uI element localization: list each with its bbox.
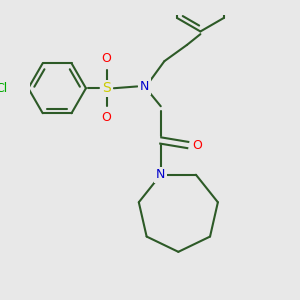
Text: N: N xyxy=(140,80,149,93)
Text: O: O xyxy=(102,52,112,65)
Text: O: O xyxy=(102,112,112,124)
Text: S: S xyxy=(102,81,111,95)
Text: N: N xyxy=(156,168,165,181)
Text: O: O xyxy=(192,139,202,152)
Text: Cl: Cl xyxy=(0,82,8,95)
